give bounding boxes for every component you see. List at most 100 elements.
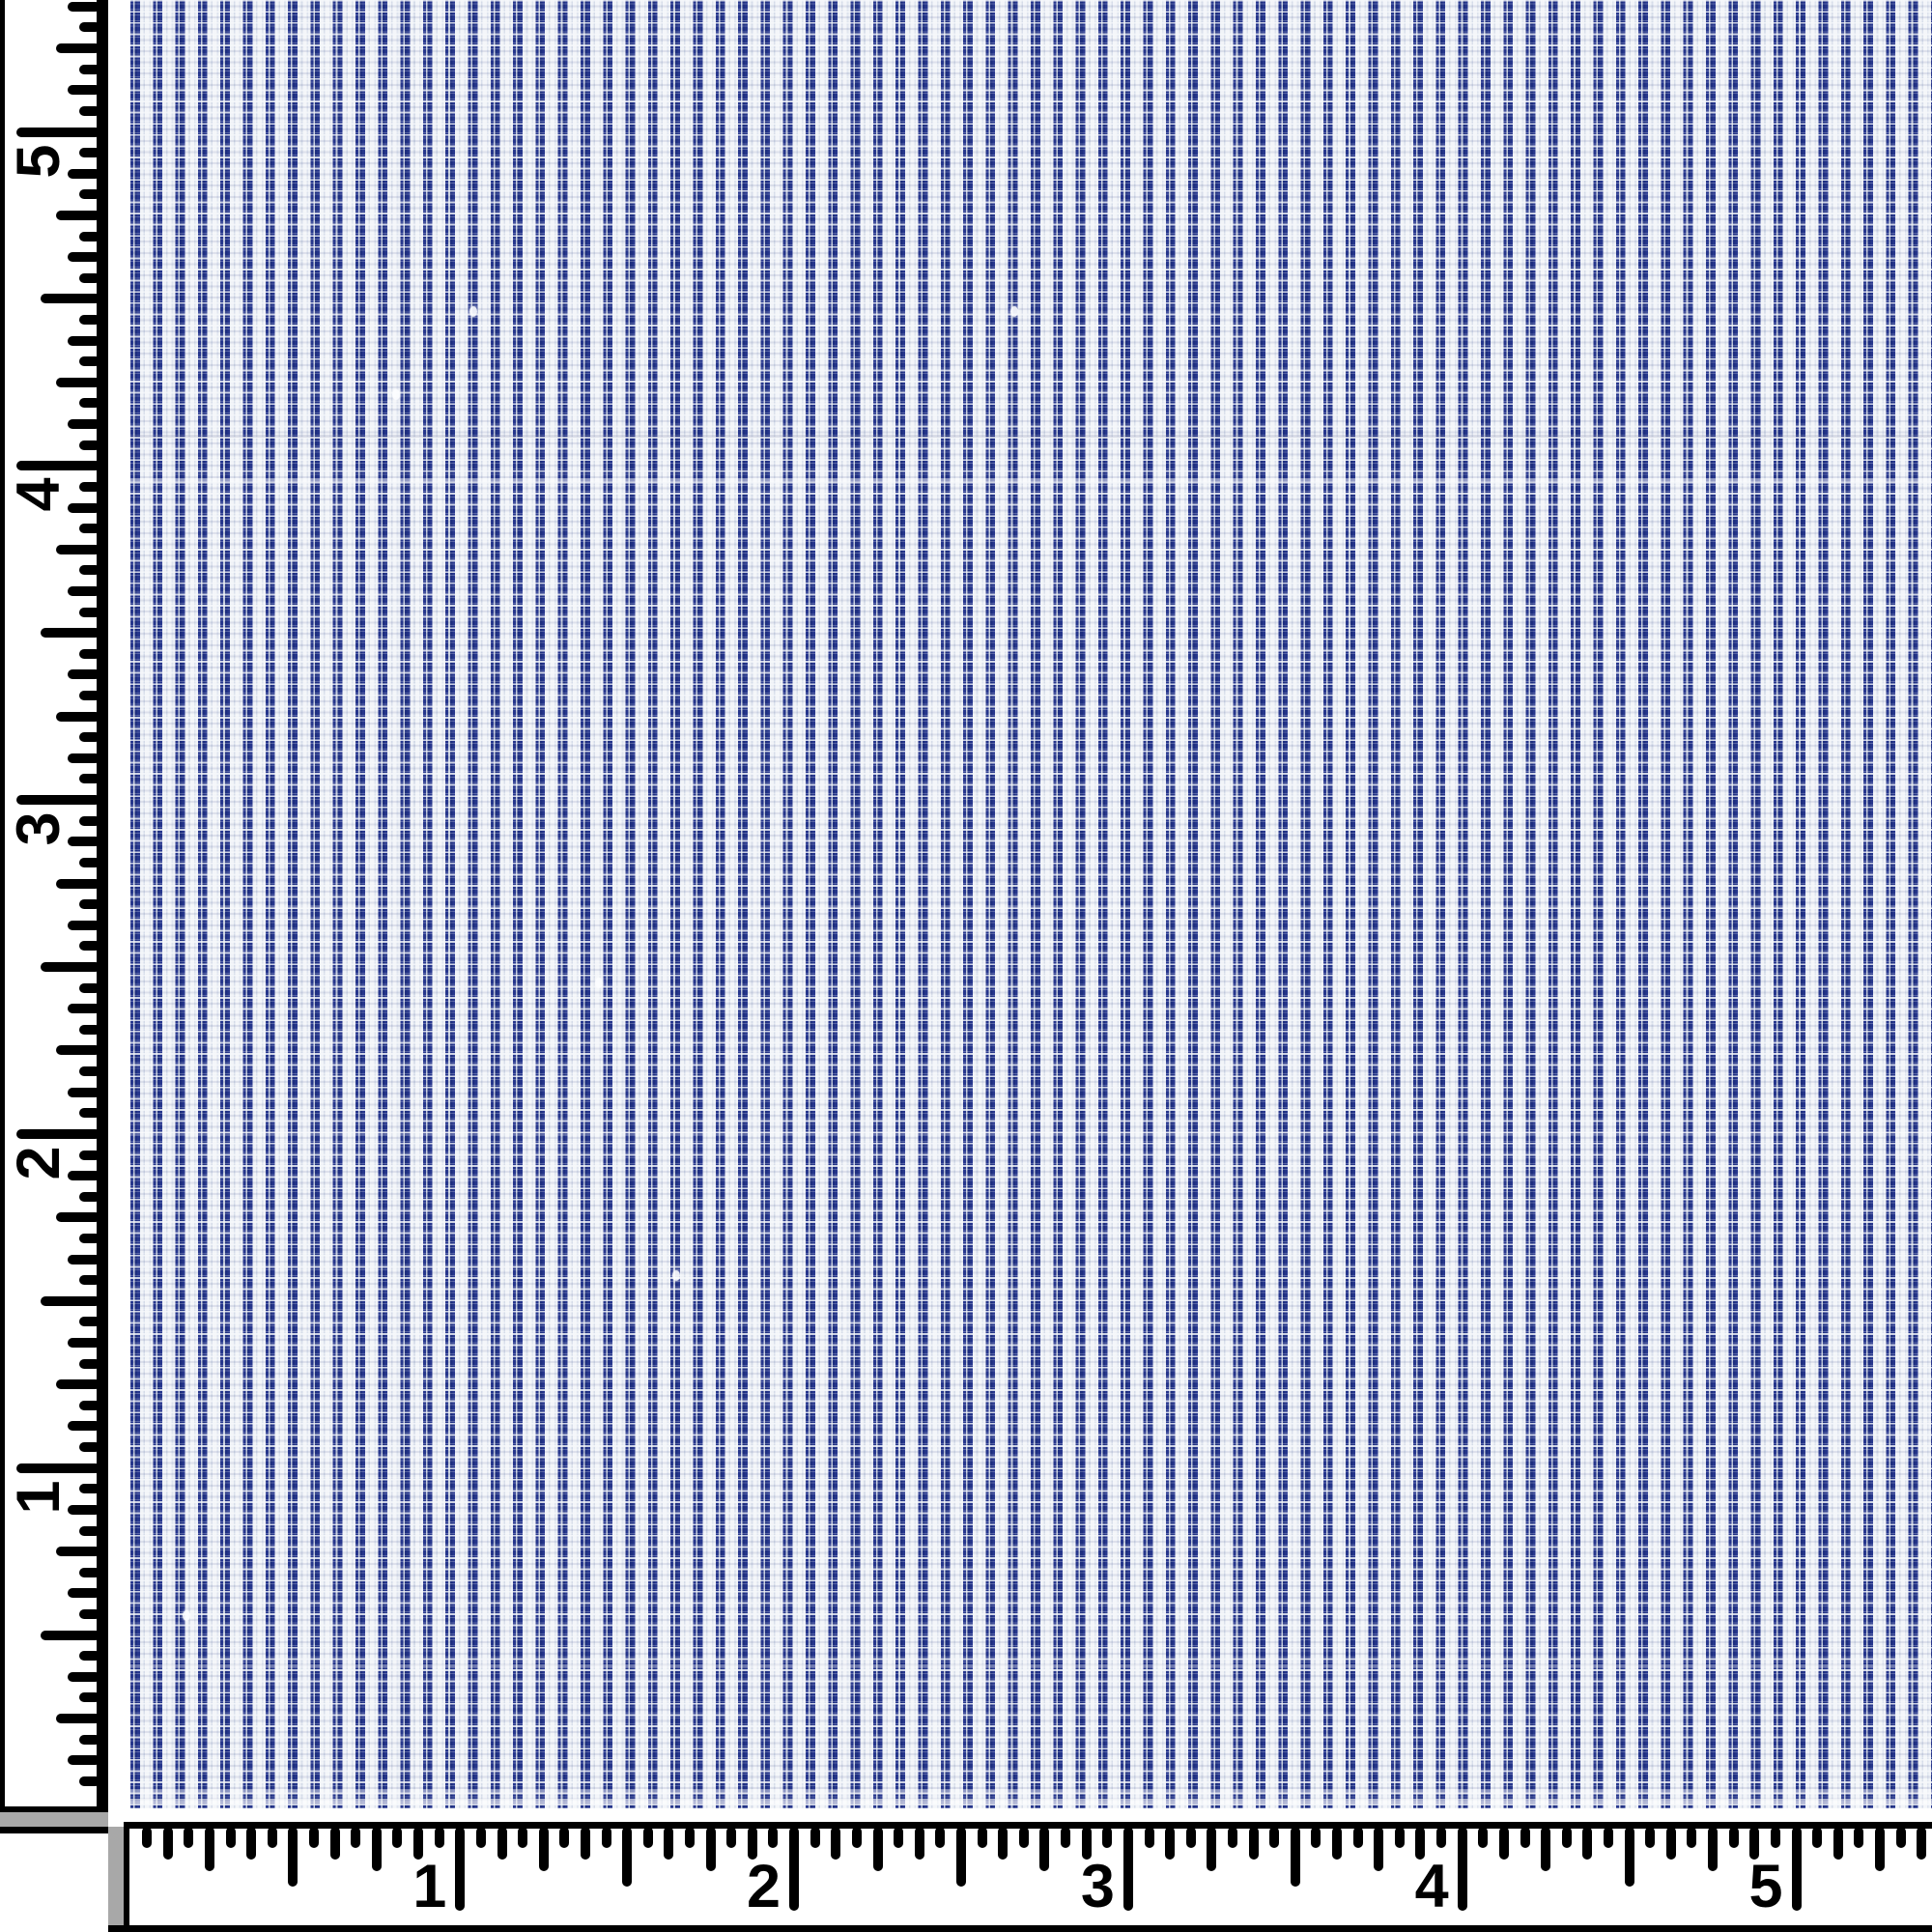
vertical-ruler-tick [56, 1212, 100, 1223]
slub-dot [672, 1270, 680, 1281]
horizontal-ruler-tick [768, 1827, 779, 1848]
horizontal-ruler-tick [705, 1827, 716, 1871]
vertical-ruler-tick [56, 878, 100, 889]
vertical-ruler-tick [79, 1734, 100, 1745]
vertical-ruler-tick [68, 335, 100, 346]
horizontal-ruler-label-2: 2 [747, 1853, 781, 1921]
horizontal-ruler-tick [1498, 1827, 1509, 1860]
vertical-ruler-tick [79, 105, 100, 116]
horizontal-ruler-tick [1895, 1827, 1906, 1848]
horizontal-ruler-tick [851, 1827, 862, 1848]
slub-dot [183, 1610, 190, 1621]
vertical-ruler-tick [79, 1191, 100, 1202]
vertical-ruler-tick [16, 1463, 100, 1473]
horizontal-ruler-tick [1478, 1827, 1489, 1848]
vertical-ruler-tick [79, 1024, 100, 1035]
horizontal-ruler-tick [1687, 1827, 1697, 1848]
horizontal-ruler-label-5: 5 [1748, 1853, 1783, 1921]
vertical-ruler-tick [79, 231, 100, 242]
vertical-ruler-tick [56, 1045, 100, 1056]
slub-dot [595, 978, 603, 988]
fabric-swatch [130, 0, 1932, 1808]
horizontal-ruler-tick [1352, 1827, 1363, 1848]
horizontal-ruler-tick [1770, 1827, 1780, 1848]
vertical-ruler-tick [79, 524, 100, 534]
vertical-ruler-tick [79, 607, 100, 617]
vertical-ruler-tick [79, 315, 100, 325]
weft-slub-line [130, 478, 1932, 482]
slub-dot [392, 389, 400, 400]
horizontal-ruler-tick [559, 1827, 570, 1848]
horizontal-ruler-tick [1102, 1827, 1113, 1848]
horizontal-ruler-tick [1854, 1827, 1864, 1848]
vertical-ruler-tick [79, 941, 100, 952]
horizontal-ruler-tick [914, 1827, 924, 1860]
horizontal-ruler-tick [831, 1827, 841, 1860]
vertical-ruler-tick [79, 1484, 100, 1494]
vertical-ruler-tick [68, 1421, 100, 1432]
horizontal-ruler-tick [413, 1827, 424, 1860]
horizontal-ruler-tick [1603, 1827, 1613, 1848]
slub-dot [1010, 306, 1018, 317]
vertical-ruler-tick [79, 899, 100, 910]
horizontal-ruler-tick [894, 1827, 904, 1848]
vertical-ruler-tick [79, 1776, 100, 1786]
horizontal-ruler-label-3: 3 [1080, 1853, 1115, 1921]
vertical-ruler-tick [79, 857, 100, 867]
vertical-ruler-tick [79, 481, 100, 492]
horizontal-ruler-tick [1791, 1827, 1802, 1911]
vertical-ruler-tick [68, 669, 100, 680]
horizontal-ruler-tick [1269, 1827, 1280, 1848]
horizontal-ruler-tick [998, 1827, 1009, 1860]
vertical-ruler-tick [79, 440, 100, 450]
horizontal-ruler-tick [142, 1827, 153, 1848]
horizontal-ruler-tick [1541, 1827, 1551, 1871]
vertical-ruler-tick [56, 1379, 100, 1390]
vertical-ruler-tick [16, 461, 100, 471]
horizontal-ruler-tick [1018, 1827, 1029, 1848]
vertical-ruler-tick [68, 1004, 100, 1014]
vertical-ruler-label-5: 5 [4, 143, 72, 179]
horizontal-ruler-tick [1812, 1827, 1823, 1848]
vertical-ruler-tick [68, 585, 100, 596]
vertical-ruler-tick [79, 22, 100, 33]
vertical-ruler-tick [79, 565, 100, 576]
vertical-ruler-end-cap [0, 1812, 108, 1827]
vertical-ruler-tick [41, 962, 100, 972]
vertical-ruler-tick [56, 43, 100, 54]
vertical-ruler-tick [79, 1358, 100, 1369]
vertical-ruler-tick [79, 1442, 100, 1453]
horizontal-ruler-tick [1436, 1827, 1447, 1848]
vertical-ruler-tick [68, 1087, 100, 1097]
horizontal-ruler-tick [1061, 1827, 1071, 1848]
vertical-ruler-tick [79, 732, 100, 743]
vertical-ruler-tick [16, 1128, 100, 1139]
horizontal-ruler-tick [1207, 1827, 1217, 1871]
slub-dot [469, 306, 477, 317]
vertical-ruler-tick [41, 1295, 100, 1306]
vertical-ruler-tick [79, 1525, 100, 1536]
horizontal-ruler-tick [1394, 1827, 1405, 1848]
vertical-ruler-tick [68, 1, 100, 12]
vertical-ruler-tick [79, 272, 100, 283]
vertical-ruler-tick [41, 628, 100, 639]
vertical-ruler-tick [79, 1317, 100, 1327]
vertical-ruler-tick [41, 294, 100, 304]
horizontal-ruler-tick [1122, 1827, 1133, 1911]
horizontal-ruler-tick [204, 1827, 214, 1871]
horizontal-ruler-tick [1728, 1827, 1739, 1848]
horizontal-ruler-tick [1665, 1827, 1676, 1860]
horizontal-ruler-label-4: 4 [1414, 1853, 1449, 1921]
horizontal-ruler-tick [184, 1827, 194, 1848]
horizontal-ruler-tick [1749, 1827, 1760, 1860]
horizontal-ruler-tick [622, 1827, 633, 1887]
vertical-ruler-tick [79, 815, 100, 826]
horizontal-ruler-tick [872, 1827, 883, 1871]
horizontal-ruler-tick [789, 1827, 800, 1911]
vertical-ruler-tick [56, 1547, 100, 1557]
vertical-ruler-end-cap-edge [0, 1827, 108, 1833]
horizontal-ruler-tick [1165, 1827, 1176, 1860]
horizontal-ruler-tick [580, 1827, 590, 1860]
vertical-ruler-tick [79, 1233, 100, 1243]
